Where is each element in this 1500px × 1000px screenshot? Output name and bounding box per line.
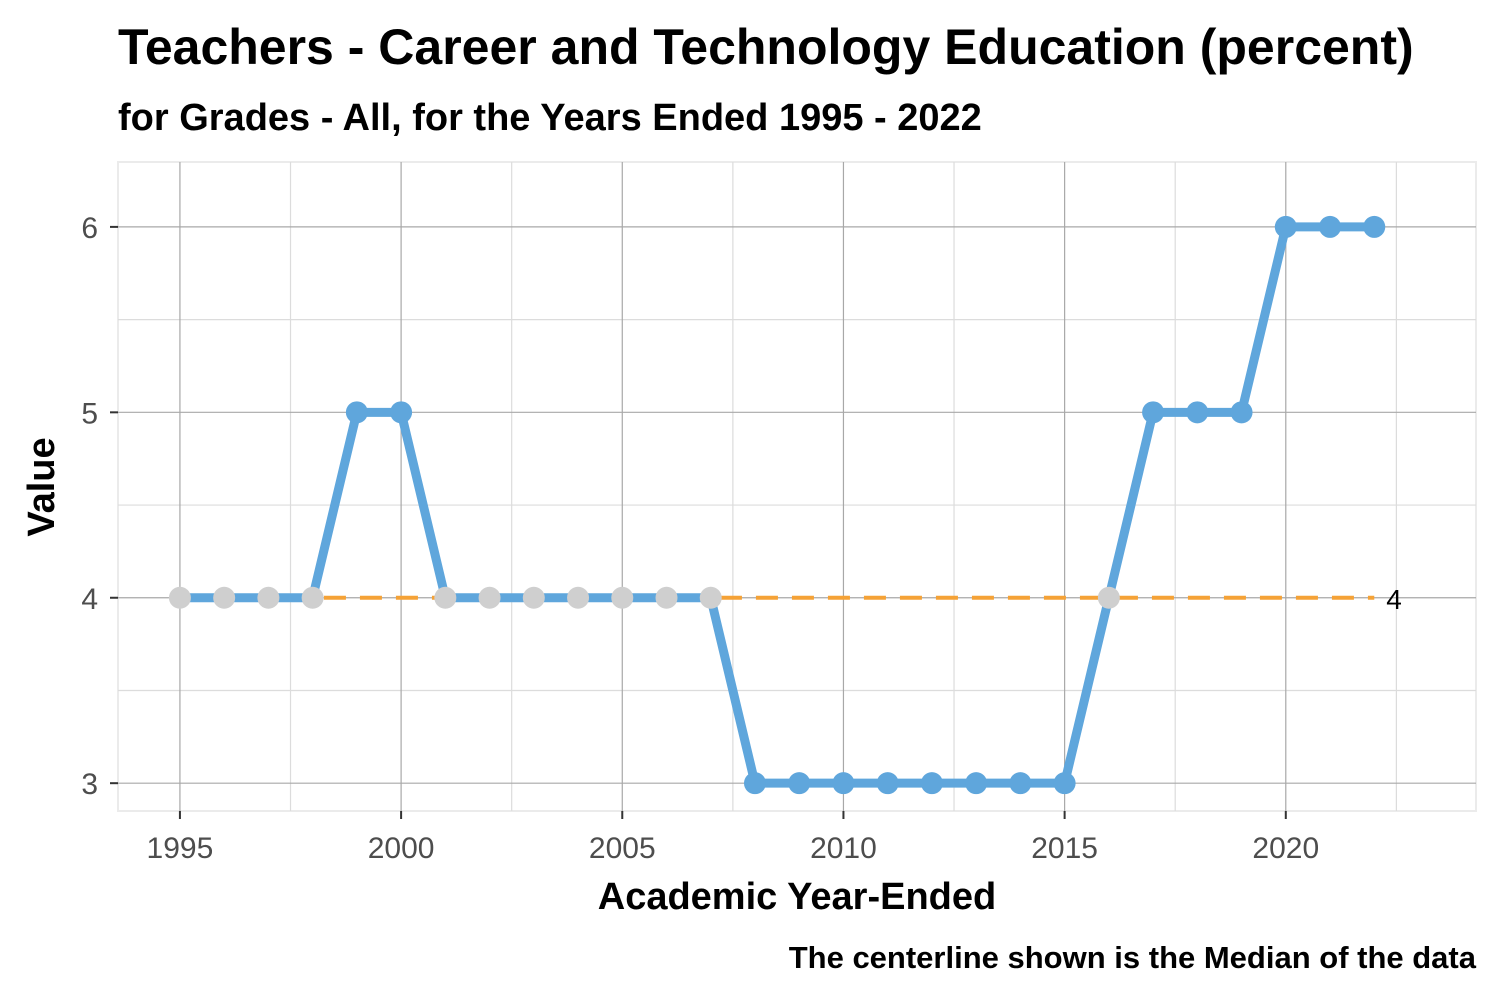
y-tick-label: 6 — [81, 212, 98, 245]
data-point — [1230, 401, 1253, 424]
data-point — [345, 401, 368, 424]
data-point — [478, 586, 501, 609]
y-tick-label: 3 — [81, 768, 98, 801]
data-point — [301, 586, 324, 609]
chart-caption: The centerline shown is the Median of th… — [789, 940, 1477, 975]
data-points — [168, 215, 1386, 795]
data-point — [390, 401, 413, 424]
x-tick-label: 2010 — [810, 832, 877, 865]
axis-ticks — [110, 225, 1287, 819]
median-centerline: 4 — [179, 584, 1402, 615]
data-point — [743, 772, 766, 795]
data-point — [434, 586, 457, 609]
data-point — [1363, 215, 1386, 238]
data-point — [699, 586, 722, 609]
chart-title: Teachers - Career and Technology Educati… — [118, 19, 1414, 75]
data-point — [1274, 215, 1297, 238]
y-axis-title: Value — [21, 437, 63, 536]
data-point — [1319, 215, 1342, 238]
series-line — [175, 222, 1379, 788]
data-point — [611, 586, 634, 609]
y-tick-label: 4 — [81, 583, 98, 616]
data-point — [1142, 401, 1165, 424]
y-tick-label: 5 — [81, 397, 98, 430]
data-point — [168, 586, 191, 609]
x-tick-label: 2020 — [1252, 832, 1319, 865]
data-point — [788, 772, 811, 795]
chart-subtitle: for Grades - All, for the Years Ended 19… — [118, 97, 982, 139]
x-axis-title: Academic Year-Ended — [598, 876, 996, 918]
data-point — [876, 772, 899, 795]
data-point — [832, 772, 855, 795]
data-point — [965, 772, 988, 795]
series-line-layer — [175, 222, 1379, 788]
data-point — [213, 586, 236, 609]
data-point — [1053, 772, 1076, 795]
data-point — [920, 772, 943, 795]
data-point — [655, 586, 678, 609]
data-point — [1097, 586, 1120, 609]
median-value-label: 4 — [1386, 584, 1402, 615]
x-tick-label: 2000 — [368, 832, 435, 865]
minor-gridlines — [118, 162, 1476, 811]
data-point — [257, 586, 280, 609]
x-tick-label: 2015 — [1031, 832, 1098, 865]
data-point — [522, 586, 545, 609]
plot-panel — [117, 161, 1477, 812]
x-tick-labels: 1995 2000 2005 2010 2015 2020 — [147, 832, 1320, 865]
data-point — [567, 586, 590, 609]
data-point — [1186, 401, 1209, 424]
data-point — [1009, 772, 1032, 795]
x-tick-label: 1995 — [147, 832, 214, 865]
x-tick-label: 2005 — [589, 832, 656, 865]
y-tick-labels: 3 4 5 6 — [81, 212, 98, 801]
